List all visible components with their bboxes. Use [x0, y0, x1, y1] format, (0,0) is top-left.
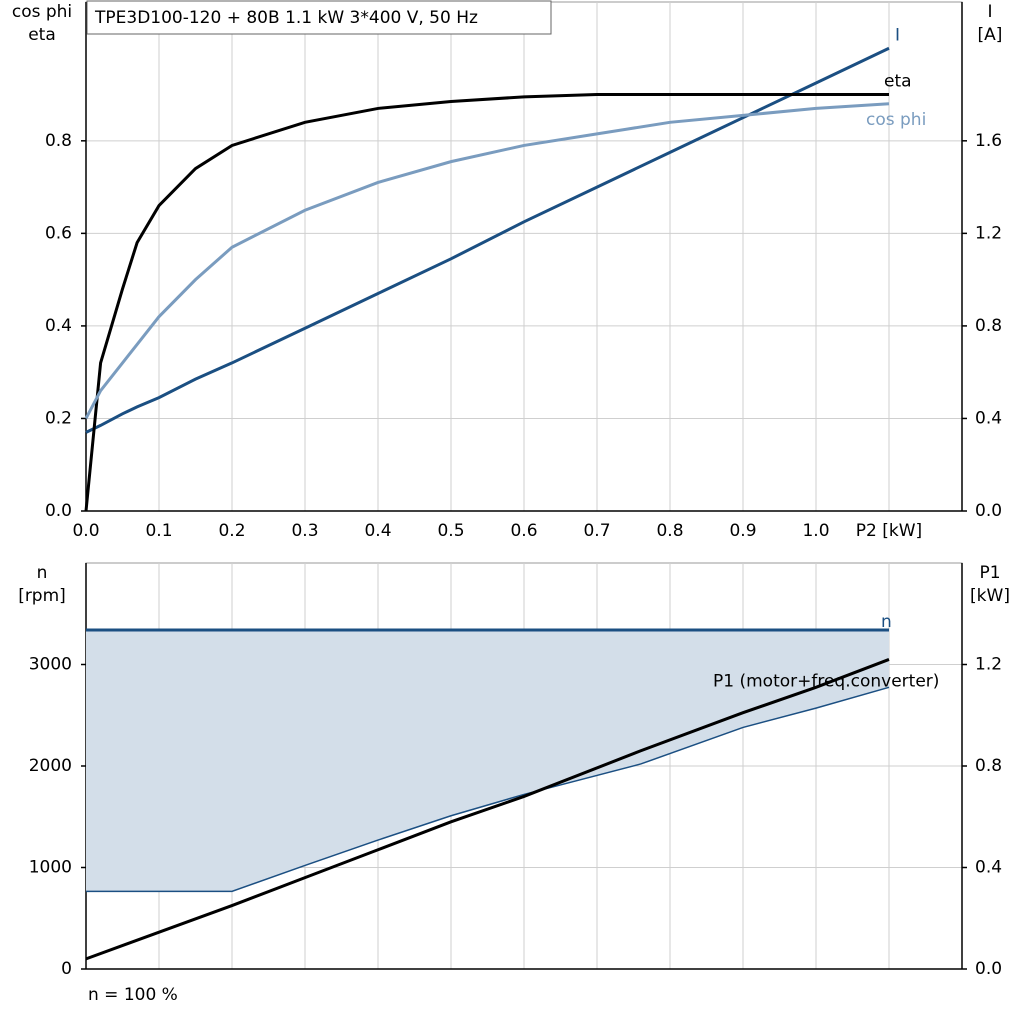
y-tick-label: 0.2 [45, 408, 72, 428]
y-tick-label: 0.8 [45, 131, 72, 151]
y-tick-label: 0.6 [45, 223, 72, 243]
x-tick-label: 0.7 [583, 521, 610, 541]
series-label: cos phi [866, 110, 926, 130]
y2-axis-label: P1 [979, 563, 1000, 583]
area-lower-line [86, 686, 890, 893]
series-label: P1 (motor+freq.converter) [713, 671, 939, 691]
chart-title: TPE3D100-120 + 80B 1.1 kW 3*400 V, 50 Hz [94, 8, 478, 28]
x-tick-label: 0.4 [364, 521, 391, 541]
y-tick-label: 2000 [29, 756, 72, 776]
y-tick-label: 0.4 [45, 316, 72, 336]
x-tick-label: 0.9 [729, 521, 756, 541]
y2-tick-label: 0.4 [975, 858, 1002, 878]
y2-tick-label: 1.6 [975, 131, 1002, 151]
y2-tick-label: 1.2 [975, 655, 1002, 675]
y2-axis-label: [A] [978, 25, 1003, 45]
x-tick-label: 0.6 [510, 521, 537, 541]
series-label: eta [884, 72, 912, 92]
y2-axis-label: I [987, 2, 992, 22]
y-axis-label: eta [28, 25, 56, 45]
note: n = 100 % [88, 985, 178, 1005]
series-line [85, 46, 890, 434]
y-tick-label: 0.0 [45, 501, 72, 521]
y-axis-label: cos phi [12, 2, 72, 22]
x-tick-label: 0.5 [437, 521, 464, 541]
series-line [84, 102, 890, 420]
y-tick-label: 0 [61, 959, 72, 979]
series-label: n [881, 612, 892, 632]
y-axis-label: n [37, 563, 48, 583]
x-tick-label: 0.2 [218, 521, 245, 541]
y-tick-label: 1000 [29, 858, 72, 878]
y2-tick-label: 0.8 [975, 756, 1002, 776]
area [86, 629, 889, 892]
x-tick-label: P2 [kW] [856, 521, 922, 541]
y2-tick-label: 0.4 [975, 408, 1002, 428]
y-axis-label: [rpm] [18, 586, 66, 606]
y2-tick-label: 1.2 [975, 223, 1002, 243]
series-label: I [895, 25, 900, 45]
y2-tick-label: 0.0 [975, 959, 1002, 979]
y2-tick-label: 0.0 [975, 501, 1002, 521]
title-box [86, 0, 552, 35]
y-tick-label: 3000 [29, 655, 72, 675]
x-tick-label: 0.0 [72, 521, 99, 541]
x-tick-label: 0.1 [145, 521, 172, 541]
y2-axis-label: [kW] [970, 586, 1010, 606]
x-tick-label: 1.0 [802, 521, 829, 541]
series-line [85, 658, 890, 961]
x-tick-label: 0.3 [291, 521, 318, 541]
y2-tick-label: 0.8 [975, 316, 1002, 336]
series-line [84, 93, 889, 512]
x-tick-label: 0.8 [656, 521, 683, 541]
